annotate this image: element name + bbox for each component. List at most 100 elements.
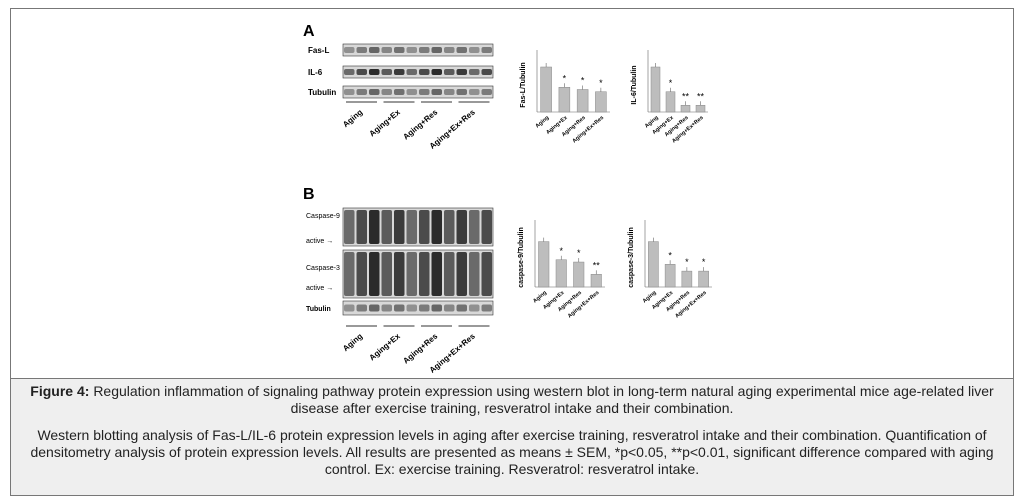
y-axis-label: Fas-L/Tubulin: [520, 62, 527, 107]
blot: [342, 85, 494, 99]
blot-band: [444, 304, 455, 312]
significance-mark: *: [599, 78, 603, 88]
blot-band: [394, 69, 405, 75]
blot: [342, 65, 494, 79]
blot-band: [431, 210, 442, 244]
bar: [595, 91, 607, 113]
x-tick-label: Aging+Ex+Res: [567, 290, 601, 320]
blot-band: [344, 304, 355, 312]
blot-band: [394, 252, 405, 296]
blot-band: [469, 252, 480, 296]
blot-band: [381, 47, 392, 53]
caption-text: Regulation inflammation of signaling pat…: [93, 383, 994, 416]
caption-body: Western blotting analysis of Fas-L/IL-6 …: [30, 427, 994, 477]
blot-band: [344, 69, 355, 75]
lane-label: Aging+Ex: [368, 107, 403, 138]
blot-band: [406, 89, 417, 95]
panel-label: B: [303, 186, 315, 203]
blot-band: [356, 304, 367, 312]
bar: [650, 66, 661, 113]
significance-mark: *: [563, 73, 567, 83]
lane-label: Aging: [341, 108, 364, 130]
lane-label: Aging+Res: [401, 107, 439, 141]
blot-band: [356, 252, 367, 296]
blot-band: [419, 304, 430, 312]
blot-band: [481, 69, 492, 75]
blot-band: [456, 89, 467, 95]
y-axis-label: caspase-3/Tubulin: [628, 227, 635, 288]
blot-band: [356, 210, 367, 244]
blot-band: [469, 304, 480, 312]
blot-band: [381, 69, 392, 75]
blot-label: Fas-L: [308, 46, 329, 55]
blot-band: [394, 304, 405, 312]
bar: [681, 270, 693, 288]
blot-band: [419, 89, 430, 95]
bar: [698, 270, 709, 288]
significance-mark: **: [593, 260, 601, 270]
blot-band: [394, 89, 405, 95]
blot-band: [456, 69, 467, 75]
blot-label: Caspase-3: [306, 265, 340, 272]
blot-band: [431, 69, 442, 75]
blot-band: [406, 304, 417, 312]
blot-band: [419, 69, 430, 75]
bar: [665, 91, 676, 113]
caption-title: Figure 4: Regulation inflammation of sig…: [25, 383, 999, 417]
lane-label: Aging: [341, 332, 364, 354]
panel-label: A: [303, 23, 315, 40]
blot-band: [456, 210, 467, 244]
blot-band: [369, 47, 380, 53]
bar: [695, 105, 706, 113]
blot-band: [394, 210, 405, 244]
blot-band: [444, 69, 455, 75]
blot-band: [431, 252, 442, 296]
bar: [590, 274, 602, 288]
blot-band: [381, 210, 392, 244]
blot-label: active →: [306, 285, 333, 292]
blot-band: [406, 69, 417, 75]
bar: [573, 261, 585, 288]
lane-label: Aging+Res: [401, 331, 439, 365]
blot-band: [481, 47, 492, 53]
blot-band: [344, 210, 355, 244]
blot-band: [444, 252, 455, 296]
blot-band: [394, 47, 405, 53]
blot-label: Tubulin: [308, 88, 336, 97]
blot-band: [456, 47, 467, 53]
blot-band: [356, 69, 367, 75]
blot: [342, 300, 494, 316]
y-axis-label: IL-6/Tubulin: [631, 65, 638, 104]
significance-mark: *: [669, 78, 673, 88]
bar: [576, 89, 589, 113]
blot-band: [469, 89, 480, 95]
blot-band: [469, 47, 480, 53]
blot-band: [444, 89, 455, 95]
significance-mark: *: [685, 257, 689, 267]
blot-band: [356, 89, 367, 95]
blot-band: [419, 252, 430, 296]
blot: [342, 43, 494, 57]
significance-mark: *: [559, 246, 563, 256]
significance-mark: *: [577, 248, 581, 258]
significance-mark: **: [682, 91, 690, 101]
blot-band: [444, 210, 455, 244]
blot-band: [369, 69, 380, 75]
blot-band: [481, 210, 492, 244]
blot-band: [481, 304, 492, 312]
blot-label: IL-6: [308, 68, 323, 77]
blot-band: [406, 252, 417, 296]
bar: [680, 105, 691, 113]
blot-band: [406, 210, 417, 244]
blot-band: [431, 89, 442, 95]
bar: [538, 241, 550, 288]
blot-band: [369, 210, 380, 244]
blot-band: [481, 89, 492, 95]
blot-band: [356, 47, 367, 53]
blot-band: [481, 252, 492, 296]
blot-band: [431, 47, 442, 53]
significance-mark: *: [581, 76, 585, 86]
bar: [540, 66, 552, 113]
blot-band: [456, 304, 467, 312]
x-tick-label: Aging+Ex+Res: [674, 290, 708, 320]
